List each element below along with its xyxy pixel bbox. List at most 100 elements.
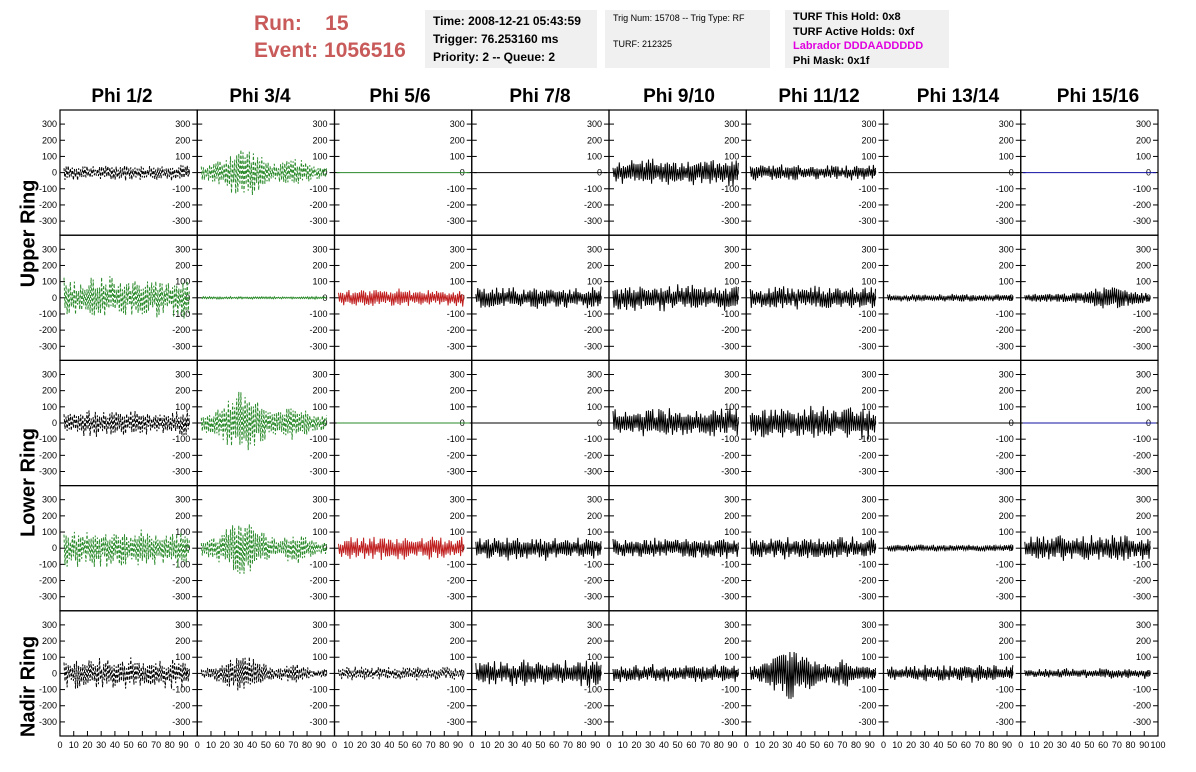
y-tick-label: -300 (447, 216, 465, 226)
y-tick-label: -300 (584, 592, 602, 602)
y-tick-label: 100 (312, 527, 327, 537)
x-tick-label: 60 (961, 740, 971, 750)
y-tick-label: 100 (1136, 402, 1151, 412)
y-tick-label: 200 (1136, 636, 1151, 646)
x-tick-label: 10 (892, 740, 902, 750)
y-tick-label: 300 (999, 495, 1014, 505)
y-tick-label: 100 (42, 402, 57, 412)
y-tick-label: -100 (584, 309, 602, 319)
y-tick-label: -300 (39, 467, 57, 477)
y-tick-label: 200 (861, 511, 876, 521)
y-tick-label: 300 (312, 369, 327, 379)
y-tick-label: -200 (1133, 450, 1151, 460)
y-tick-label: 100 (175, 652, 190, 662)
y-tick-label: -300 (721, 216, 739, 226)
waveform-trace (338, 666, 465, 681)
y-tick-label: -300 (309, 717, 327, 727)
x-tick-label: 40 (659, 740, 669, 750)
y-tick-label: -100 (309, 434, 327, 444)
waveform-trace (63, 529, 190, 568)
y-tick-label: -100 (39, 309, 57, 319)
y-tick-label: -100 (447, 184, 465, 194)
x-tick-label: 70 (700, 740, 710, 750)
y-tick-label: 100 (450, 652, 465, 662)
y-tick-label: -300 (172, 592, 190, 602)
y-tick-label: 300 (861, 244, 876, 254)
y-tick-label: 300 (450, 369, 465, 379)
waveform-trace (338, 536, 465, 561)
y-tick-label: -200 (721, 325, 739, 335)
y-tick-label: -200 (721, 450, 739, 460)
x-tick-label: 40 (110, 740, 120, 750)
x-tick-label: 10 (480, 740, 490, 750)
y-tick-label: -200 (858, 325, 876, 335)
x-tick-label: 80 (302, 740, 312, 750)
y-tick-label: 300 (312, 119, 327, 129)
y-tick-label: 300 (1136, 620, 1151, 630)
y-tick-label: 300 (861, 620, 876, 630)
waveform-trace (749, 405, 876, 440)
y-tick-label: -200 (39, 325, 57, 335)
y-tick-label: 200 (42, 260, 57, 270)
y-tick-label: -200 (1133, 325, 1151, 335)
y-tick-label: -300 (996, 717, 1014, 727)
x-tick-label: 100 (1150, 740, 1165, 750)
y-tick-label: -100 (39, 685, 57, 695)
x-tick-label: 80 (577, 740, 587, 750)
y-tick-label: 300 (861, 495, 876, 505)
y-tick-label: -100 (858, 685, 876, 695)
y-tick-label: -100 (1133, 184, 1151, 194)
y-tick-label: 0 (52, 543, 57, 553)
col-header-phi-7-8: Phi 7/8 (509, 86, 571, 107)
x-tick-label: 0 (57, 740, 62, 750)
y-tick-label: 200 (861, 386, 876, 396)
y-tick-label: 100 (861, 652, 876, 662)
y-tick-label: -300 (584, 341, 602, 351)
event-value: 1056516 (324, 39, 406, 62)
y-tick-label: 200 (587, 135, 602, 145)
y-tick-label: 0 (322, 168, 327, 178)
waveform-trace (887, 664, 1014, 683)
y-tick-label: 100 (587, 652, 602, 662)
y-tick-label: 200 (312, 386, 327, 396)
x-tick-label: 30 (782, 740, 792, 750)
y-tick-label: -100 (721, 434, 739, 444)
y-tick-label: -100 (447, 309, 465, 319)
y-tick-label: -100 (996, 434, 1014, 444)
y-tick-label: -200 (172, 701, 190, 711)
x-tick-label: 50 (947, 740, 957, 750)
x-tick-label: 80 (988, 740, 998, 750)
x-tick-label: 60 (412, 740, 422, 750)
y-tick-label: 200 (1136, 135, 1151, 145)
x-tick-label: 90 (865, 740, 875, 750)
waveform-trace (200, 656, 327, 691)
y-tick-label: 200 (587, 260, 602, 270)
y-tick-label: 0 (52, 418, 57, 428)
y-tick-label: 100 (587, 277, 602, 287)
y-tick-label: 100 (861, 151, 876, 161)
x-tick-label: 40 (522, 740, 532, 750)
y-tick-label: -300 (1133, 341, 1151, 351)
y-tick-label: 200 (724, 511, 739, 521)
y-tick-label: 300 (175, 369, 190, 379)
y-tick-label: -200 (172, 325, 190, 335)
y-tick-label: 200 (312, 260, 327, 270)
y-tick-label: -100 (584, 184, 602, 194)
y-tick-label: -300 (584, 717, 602, 727)
x-tick-label: 10 (755, 740, 765, 750)
y-tick-label: -200 (721, 200, 739, 210)
y-tick-label: 300 (587, 620, 602, 630)
y-tick-label: -100 (39, 434, 57, 444)
y-tick-label: 200 (861, 260, 876, 270)
phi-mask-text: Phi Mask: 0x1f (793, 54, 870, 67)
x-tick-label: 90 (316, 740, 326, 750)
y-tick-label: -200 (447, 701, 465, 711)
y-tick-label: -100 (584, 434, 602, 444)
y-tick-label: -200 (309, 325, 327, 335)
y-tick-label: 300 (450, 244, 465, 254)
y-tick-label: 100 (175, 277, 190, 287)
y-tick-label: -300 (447, 717, 465, 727)
y-tick-label: 100 (175, 402, 190, 412)
x-tick-label: 50 (261, 740, 271, 750)
waveform-trace (749, 536, 876, 560)
